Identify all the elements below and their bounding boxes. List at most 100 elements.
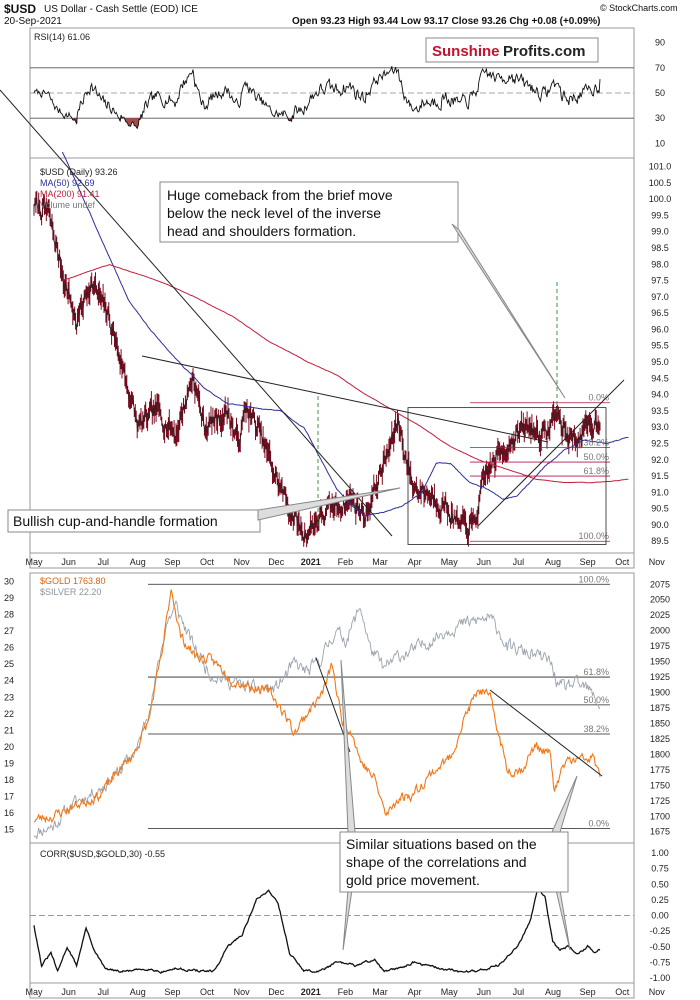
usd-month-label-13: Jun xyxy=(477,557,492,567)
usd-month-label-3: Aug xyxy=(130,557,146,567)
gold-tick-6: 1925 xyxy=(650,672,670,682)
annotation-similar-2: shape of the correlations and xyxy=(346,854,527,870)
gold-tick-11: 1800 xyxy=(650,749,670,759)
corr-month-label-7: Dec xyxy=(268,987,285,997)
annotation-huge-3: head and shoulders formation. xyxy=(167,223,356,239)
gold-tick-3: 2000 xyxy=(650,626,670,636)
annotation-cup: Bullish cup-and-handle formation xyxy=(13,513,218,529)
usd-month-label-18: Nov xyxy=(649,557,666,567)
usd-tick-16: 93.0 xyxy=(651,422,669,432)
usd-fib-label-3: 61.8% xyxy=(583,466,609,476)
corr-title: CORR($USD,$GOLD,30) -0.55 xyxy=(40,849,165,859)
usd-tick-19: 91.5 xyxy=(651,471,669,481)
usd-ma200-line xyxy=(62,264,629,484)
annotation-similar-3: gold price movement. xyxy=(346,872,480,888)
usd-tick-8: 97.0 xyxy=(651,292,669,302)
gold-fib-label-3: 38.2% xyxy=(583,724,609,734)
silver-tick-11: 19 xyxy=(4,758,14,768)
corr-month-label-9: Feb xyxy=(338,987,354,997)
usd-range-box xyxy=(407,407,607,545)
usd-tick-7: 97.5 xyxy=(651,276,669,286)
corr-month-label-1: Jun xyxy=(61,987,76,997)
usd-uptrend-line xyxy=(477,379,625,527)
corr-tick-4: 0.00 xyxy=(651,911,669,921)
silver-tick-0: 30 xyxy=(4,577,14,587)
usd-tick-23: 89.5 xyxy=(651,536,669,546)
usd-month-label-12: May xyxy=(441,557,459,567)
usd-month-label-17: Oct xyxy=(615,557,630,567)
brand-box xyxy=(425,37,599,63)
gold-legend-2: $SILVER 22.20 xyxy=(40,587,101,597)
usd-month-label-2: Jul xyxy=(97,557,109,567)
silver-tick-8: 22 xyxy=(4,709,14,719)
usd-tick-4: 99.0 xyxy=(651,227,669,237)
gold-fib-label-0: 100.0% xyxy=(578,574,609,584)
rsi-title: RSI(14) 61.06 xyxy=(34,32,90,42)
usd-price-bars xyxy=(33,190,601,548)
usd-tick-2: 100.0 xyxy=(649,194,672,204)
usd-month-label-7: Dec xyxy=(268,557,285,567)
usd-legend-2: MA(50) 92.69 xyxy=(40,178,95,188)
corr-month-label-0: May xyxy=(25,987,43,997)
annotation-pointer-corr-a xyxy=(342,889,353,951)
usd-legend-1: $USD (Daily) 93.26 xyxy=(40,167,118,177)
corr-month-label-3: Aug xyxy=(130,987,146,997)
gold-tick-13: 1750 xyxy=(650,780,670,790)
usd-tick-13: 94.5 xyxy=(651,373,669,383)
silver-tick-9: 21 xyxy=(4,725,14,735)
annotation-box-cup xyxy=(7,509,261,533)
corr-tick-3: 0.25 xyxy=(651,895,669,905)
usd-tick-11: 95.5 xyxy=(651,341,669,351)
corr-tick-7: -0.75 xyxy=(650,957,671,967)
usd-legend-4: Volume undef xyxy=(40,200,96,210)
usd-price-line xyxy=(33,197,601,542)
usd-fib-label-2: 50.0% xyxy=(583,452,609,462)
usd-month-label-1: Jun xyxy=(61,557,76,567)
gold-tick-16: 1675 xyxy=(650,827,670,837)
usd-date-strip xyxy=(29,552,635,569)
usd-month-label-4: Sep xyxy=(164,557,180,567)
corr-tick-6: -0.50 xyxy=(650,942,671,952)
annotation-pointer-gold-b xyxy=(551,775,578,833)
header-ohlc: Open 93.23 High 93.44 Low 93.17 Close 93… xyxy=(292,16,600,27)
corr-date-strip xyxy=(29,982,635,999)
corr-tick-1: 0.75 xyxy=(651,864,669,874)
silver-tick-12: 18 xyxy=(4,775,14,785)
usd-fib-label-1: 38.2% xyxy=(583,437,609,447)
rsi-tick-1: 70 xyxy=(655,63,665,73)
usd-tick-9: 96.5 xyxy=(651,308,669,318)
usd-fib-label-0: 0.0% xyxy=(588,393,609,403)
silver-tick-6: 24 xyxy=(4,676,14,686)
corr-month-label-10: Mar xyxy=(372,987,388,997)
silver-tick-5: 25 xyxy=(4,659,14,669)
silver-tick-15: 15 xyxy=(4,824,14,834)
corr-month-label-5: Oct xyxy=(200,987,215,997)
rsi-line xyxy=(33,66,601,130)
usd-month-label-6: Nov xyxy=(234,557,251,567)
usd-tick-15: 93.5 xyxy=(651,406,669,416)
usd-month-label-0: May xyxy=(25,557,43,567)
annotation-box-huge xyxy=(159,181,459,243)
annotation-pointer-cup xyxy=(257,487,401,521)
gold-fib-label-4: 0.0% xyxy=(588,819,609,829)
usd-month-label-11: Apr xyxy=(408,557,422,567)
gold-tick-4: 1975 xyxy=(650,641,670,651)
usd-tick-22: 90.0 xyxy=(651,520,669,530)
corr-month-label-17: Oct xyxy=(615,987,630,997)
annotation-pointer-gold-a xyxy=(340,659,356,833)
usd-tick-10: 96.0 xyxy=(651,324,669,334)
usd-month-label-8: 2021 xyxy=(301,557,321,567)
corr-tick-0: 1.00 xyxy=(651,848,669,858)
corr-tick-2: 0.50 xyxy=(651,879,669,889)
corr-month-label-4: Sep xyxy=(164,987,180,997)
brand-name-a: Sunshine xyxy=(432,43,500,60)
silver-tick-14: 16 xyxy=(4,808,14,818)
gold-tick-9: 1850 xyxy=(650,718,670,728)
silver-tick-4: 26 xyxy=(4,643,14,653)
usd-tick-17: 92.5 xyxy=(651,438,669,448)
usd-fib-label-4: 100.0% xyxy=(578,531,609,541)
gold-tick-0: 2075 xyxy=(650,579,670,589)
silver-tick-7: 23 xyxy=(4,692,14,702)
rsi-oversold-fill xyxy=(63,118,295,129)
